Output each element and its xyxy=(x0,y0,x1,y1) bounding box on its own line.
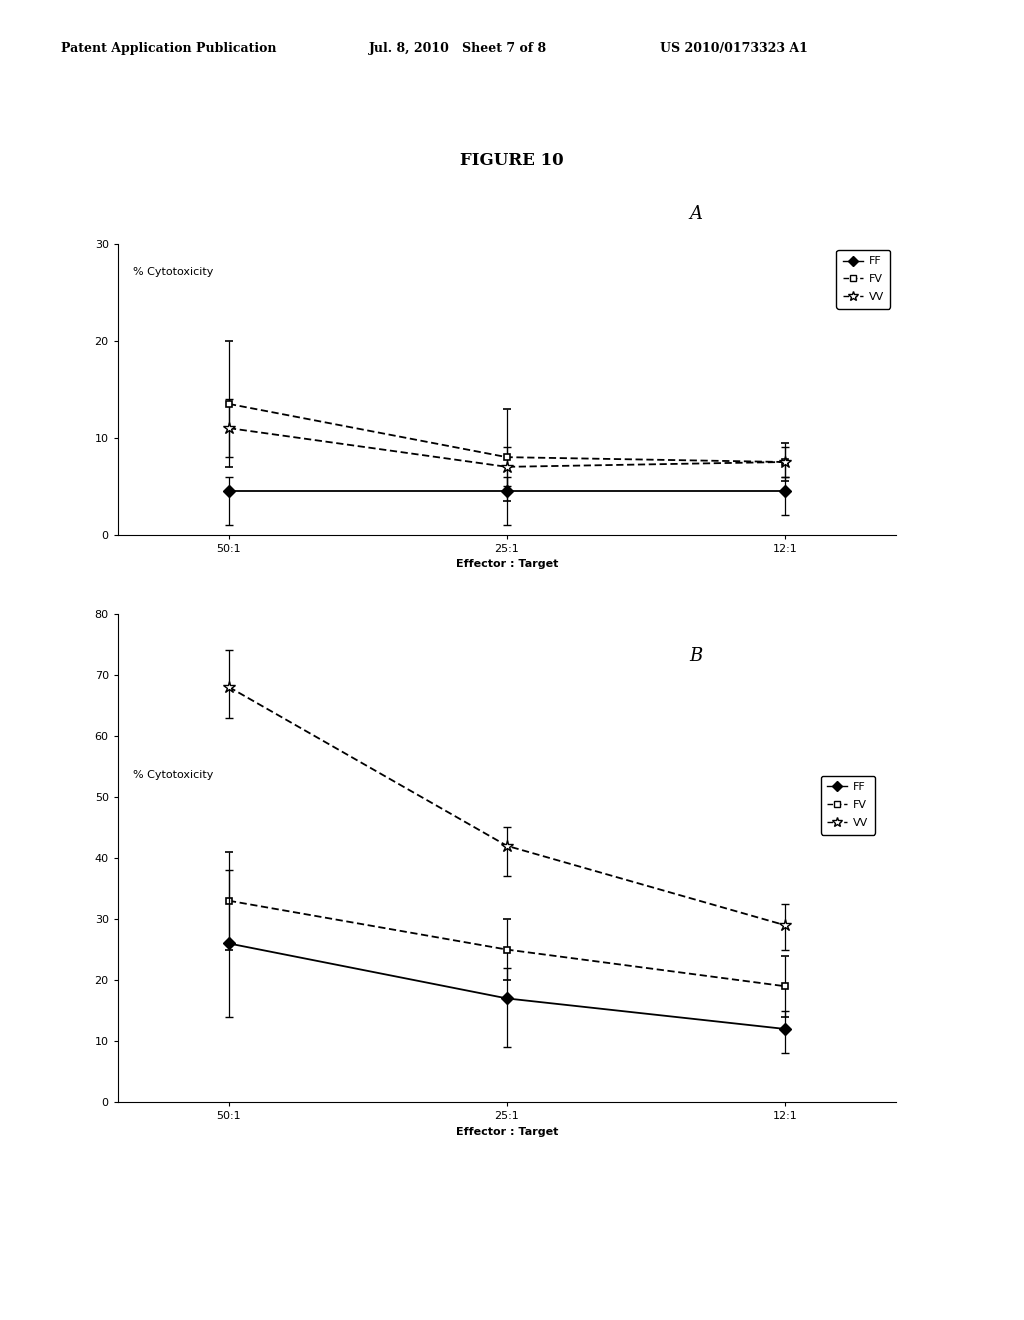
Text: % Cytotoxicity: % Cytotoxicity xyxy=(133,770,214,780)
Legend: FF, FV, VV: FF, FV, VV xyxy=(837,249,891,309)
Text: FIGURE 10: FIGURE 10 xyxy=(460,152,564,169)
X-axis label: Effector : Target: Effector : Target xyxy=(456,1127,558,1137)
X-axis label: Effector : Target: Effector : Target xyxy=(456,560,558,569)
Text: A: A xyxy=(690,205,702,223)
Text: Patent Application Publication: Patent Application Publication xyxy=(61,42,276,55)
Text: Jul. 8, 2010   Sheet 7 of 8: Jul. 8, 2010 Sheet 7 of 8 xyxy=(369,42,547,55)
Text: US 2010/0173323 A1: US 2010/0173323 A1 xyxy=(660,42,808,55)
Legend: FF, FV, VV: FF, FV, VV xyxy=(821,776,874,834)
Text: B: B xyxy=(690,647,702,665)
Text: % Cytotoxicity: % Cytotoxicity xyxy=(133,268,214,277)
